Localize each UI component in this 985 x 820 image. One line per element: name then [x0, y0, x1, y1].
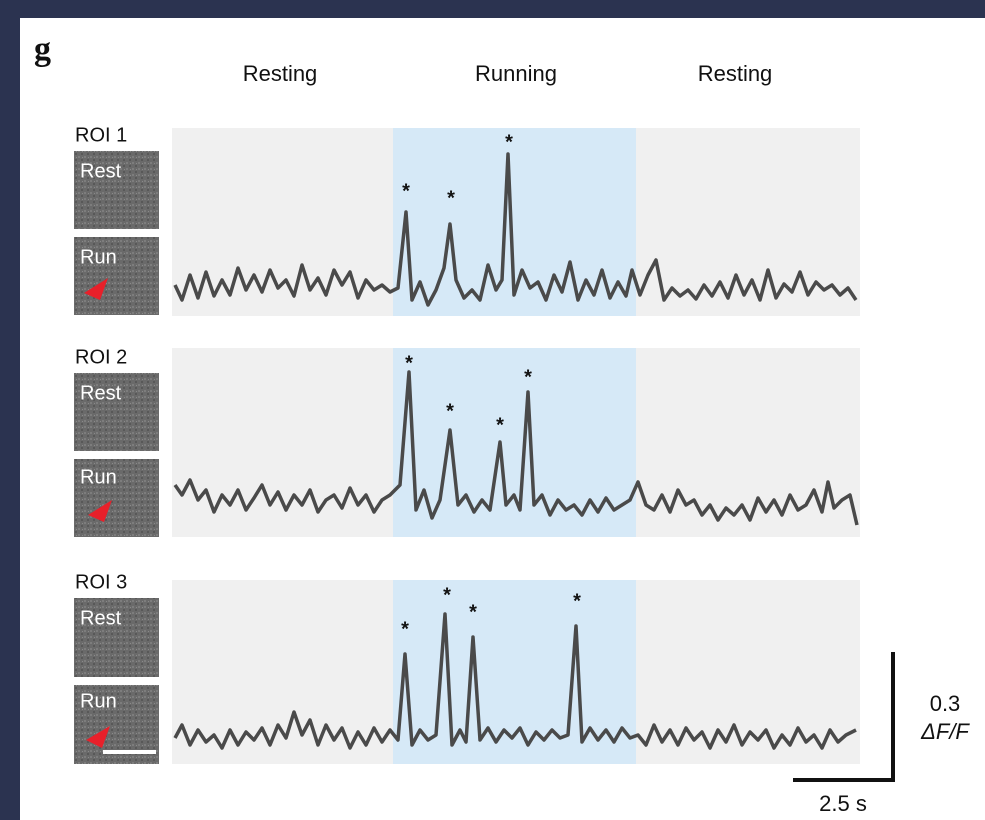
- peak-marker: *: [505, 131, 513, 153]
- peak-marker: *: [443, 584, 451, 606]
- scale-bar-unit: ΔF/F: [920, 719, 970, 744]
- page: {"panel_label": "g", "conditions": ["Res…: [0, 0, 985, 820]
- peak-marker: *: [446, 400, 454, 422]
- condition-label: Resting: [243, 61, 318, 86]
- peak-marker: *: [469, 601, 477, 623]
- image-label: Rest: [80, 382, 122, 404]
- peak-marker: *: [402, 180, 410, 202]
- peak-marker: *: [401, 618, 409, 640]
- roi-label: ROI 2: [75, 346, 127, 368]
- condition-label: Running: [475, 61, 557, 86]
- figure: g Resting Running Resting ROI 1 Rest Run…: [0, 0, 985, 820]
- scale-bar-time: 2.5 s: [819, 791, 867, 816]
- peak-marker: *: [573, 590, 581, 612]
- image-label: Rest: [80, 607, 122, 629]
- scale-bar-value: 0.3: [930, 691, 961, 716]
- peak-marker: *: [496, 414, 504, 436]
- roi-label: ROI 3: [75, 571, 127, 593]
- image-label: Run: [80, 690, 117, 712]
- peak-marker: *: [405, 352, 413, 374]
- image-label: Run: [80, 246, 117, 268]
- peak-marker: *: [447, 187, 455, 209]
- image-label: Rest: [80, 160, 122, 182]
- roi-label: ROI 1: [75, 124, 127, 146]
- condition-label: Resting: [698, 61, 773, 86]
- peak-marker: *: [524, 366, 532, 388]
- image-label: Run: [80, 466, 117, 488]
- panel-label: g: [34, 31, 51, 68]
